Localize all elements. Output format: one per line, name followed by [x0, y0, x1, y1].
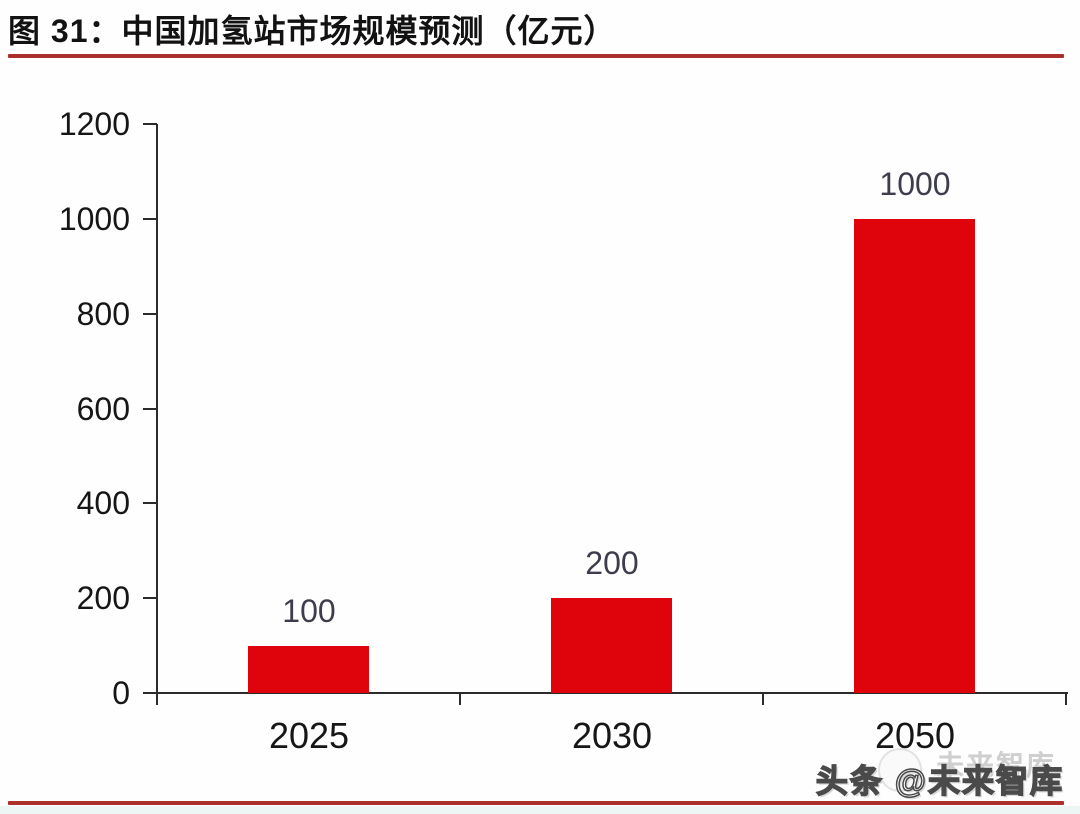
- x-axis-tick-mark: [1065, 693, 1067, 705]
- bar-value-label: 1000: [879, 166, 951, 202]
- watermark-back-text: 未来智库: [935, 750, 1056, 781]
- y-axis-tick-label: 400: [76, 485, 130, 522]
- x-axis-category-label: 2025: [268, 715, 350, 756]
- x-axis-category-label: 2050: [874, 715, 956, 756]
- watermark-text: 头条 @未来智库: [815, 762, 1064, 800]
- y-axis-tick-mark: [143, 217, 157, 220]
- bar-value-label: 200: [585, 545, 639, 581]
- y-axis-tick-mark: [143, 407, 157, 410]
- y-axis-line: [156, 124, 158, 705]
- x-axis-category-label: 2030: [571, 715, 653, 756]
- y-axis-tick-label: 600: [76, 390, 130, 427]
- y-axis-tick-mark: [143, 312, 157, 315]
- title-underline-rule: [8, 54, 1064, 58]
- x-axis-tick-mark: [762, 693, 764, 705]
- y-axis-tick-mark: [143, 692, 157, 694]
- watermark-logo-circle: [878, 748, 922, 792]
- x-axis-tick-mark: [459, 693, 461, 705]
- y-axis-tick-label: 0: [112, 675, 130, 711]
- bottom-edge-tint: [0, 806, 1080, 814]
- bar: [248, 646, 369, 693]
- bar: [551, 598, 672, 693]
- y-axis-tick-mark: [143, 597, 157, 600]
- bar: [854, 219, 975, 693]
- y-axis-tick-mark: [143, 502, 157, 505]
- x-axis-line: [156, 692, 1068, 694]
- y-axis-tick-label: 1000: [58, 200, 130, 237]
- bottom-rule: [8, 801, 1064, 805]
- y-axis-tick-mark: [143, 123, 157, 125]
- bar-value-label: 100: [282, 593, 336, 629]
- figure-title: 图 31：中国加氢站市场规模预测（亿元）: [8, 13, 617, 49]
- y-axis-tick-label: 200: [76, 580, 130, 617]
- y-axis-tick-label: 1200: [58, 106, 130, 142]
- y-axis-tick-label: 800: [76, 295, 130, 332]
